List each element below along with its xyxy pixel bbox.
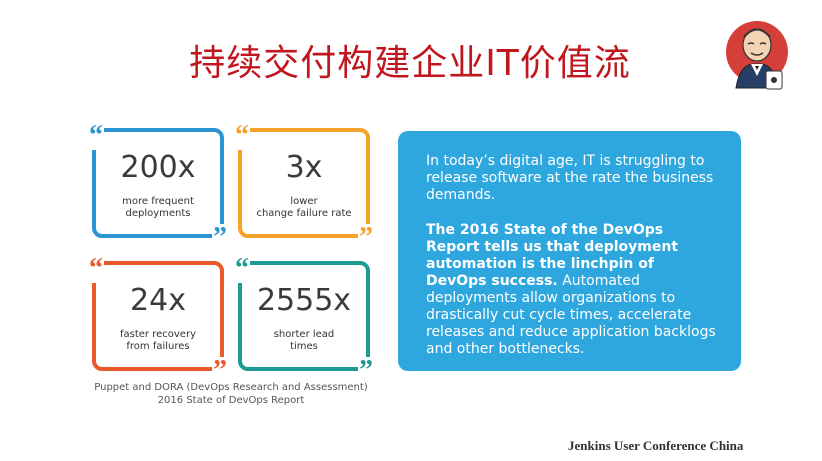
quote-open-icon: “ bbox=[234, 253, 250, 284]
devops-info-panel: In today’s digital age, IT is struggling… bbox=[398, 131, 741, 371]
stat-card-lead-time: “ 2555x shorter lead times ” bbox=[234, 255, 374, 385]
stat-label: shorter lead times bbox=[273, 329, 335, 352]
quote-close-icon: ” bbox=[212, 222, 228, 253]
stat-card-deployment-frequency: “ 200x more frequent deployments ” bbox=[88, 122, 228, 252]
stat-value: 2555x bbox=[256, 283, 352, 318]
source-line-1: Puppet and DORA (DevOps Research and Ass… bbox=[94, 382, 368, 393]
conference-footer: Jenkins User Conference China bbox=[568, 438, 744, 453]
quote-close-icon: ” bbox=[358, 355, 374, 386]
stat-value: 24x bbox=[130, 283, 186, 318]
quote-open-icon: “ bbox=[234, 120, 250, 151]
quote-close-icon: ” bbox=[212, 355, 228, 386]
quote-open-icon: “ bbox=[88, 253, 104, 284]
stat-label: more frequent deployments bbox=[122, 196, 194, 219]
info-paragraph-2: The 2016 State of the DevOps Report tell… bbox=[426, 222, 719, 358]
info-paragraph-1: In today’s digital age, IT is struggling… bbox=[426, 153, 714, 203]
info-highlight: The 2016 State of the DevOps Report tell… bbox=[426, 222, 679, 289]
quote-close-icon: ” bbox=[358, 222, 374, 253]
info-detail: Automated deployments allow organization… bbox=[426, 273, 716, 357]
stat-label: lower change failure rate bbox=[256, 196, 352, 219]
source-citation: Puppet and DORA (DevOps Research and Ass… bbox=[90, 381, 372, 407]
stat-value: 200x bbox=[120, 150, 196, 185]
source-line-2: 2016 State of DevOps Report bbox=[157, 395, 305, 406]
stat-card-change-failure-rate: “ 3x lower change failure rate ” bbox=[234, 122, 374, 252]
jenkins-logo-icon bbox=[724, 14, 790, 98]
stat-card-recovery-time: “ 24x faster recovery from failures ” bbox=[88, 255, 228, 385]
slide-title: 持续交付构建企业IT价值流 bbox=[189, 43, 631, 84]
stat-value: 3x bbox=[285, 150, 323, 185]
stat-label: faster recovery from failures bbox=[120, 329, 196, 352]
quote-open-icon: “ bbox=[88, 120, 104, 151]
